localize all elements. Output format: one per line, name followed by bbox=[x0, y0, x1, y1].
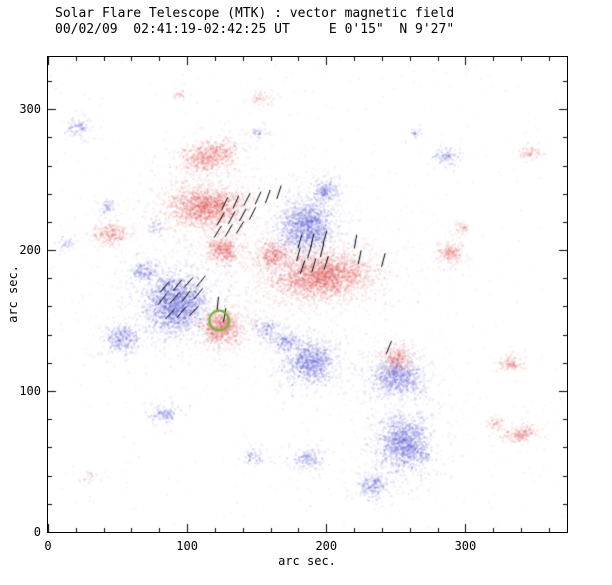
x-tick-label: 100 bbox=[176, 539, 198, 553]
y-tick-label: 0 bbox=[33, 525, 41, 539]
y-tick-label: 300 bbox=[19, 102, 41, 117]
y-tick-label: 100 bbox=[19, 384, 41, 399]
magnetogram-plot-canvas bbox=[47, 56, 568, 533]
figure-title: Solar Flare Telescope (MTK) : vector mag… bbox=[55, 6, 455, 21]
y-tick-label: 200 bbox=[19, 243, 41, 258]
x-tick-label: 0 bbox=[44, 539, 52, 553]
y-axis-label: arc sec. bbox=[6, 265, 20, 323]
x-tick-label: 300 bbox=[454, 539, 477, 553]
x-axis-label: arc sec. bbox=[278, 554, 336, 568]
x-tick-label: 200 bbox=[315, 539, 338, 553]
figure-subtitle: 00/02/09 02:41:19-02:42:25 UT E 0'15" N … bbox=[55, 22, 455, 37]
